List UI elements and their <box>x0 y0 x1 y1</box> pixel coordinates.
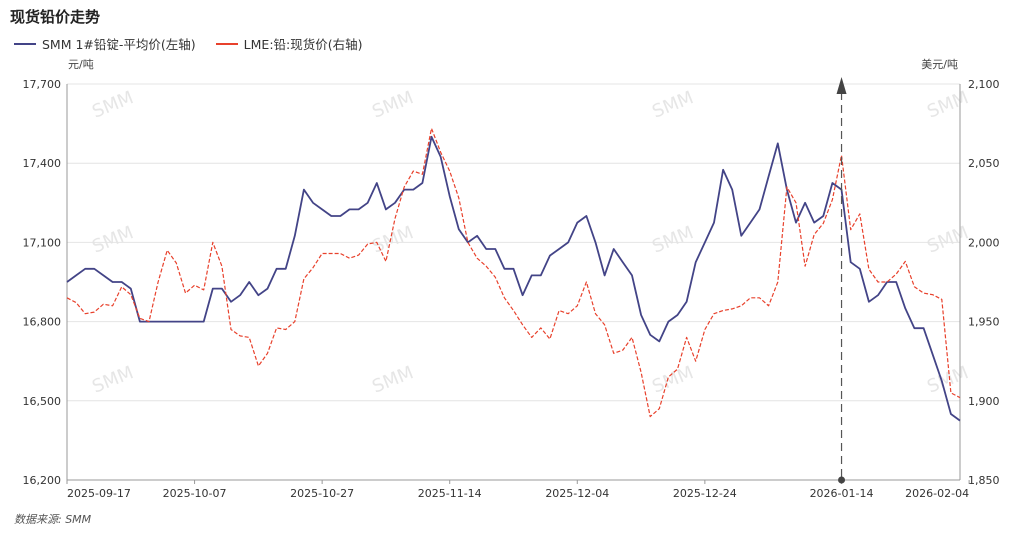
y-right-tick-label: 2,050 <box>968 157 1000 170</box>
watermark-3: SMM <box>924 87 971 122</box>
y-right-tick-label: 1,850 <box>968 474 1000 487</box>
y-right-tick-label: 2,000 <box>968 236 1000 249</box>
y-right-tick-label: 1,950 <box>968 316 1000 329</box>
legend-swatch-smm <box>14 42 36 45</box>
series-line-lme <box>66 127 961 418</box>
watermark-7: SMM <box>924 222 971 257</box>
y-right-tick-label: 1,900 <box>968 395 1000 408</box>
watermark-2: SMM <box>649 87 696 122</box>
watermark-8: SMM <box>89 362 136 397</box>
y-right-tick-label: 2,100 <box>968 78 1000 91</box>
legend-item-lme[interactable]: LME:铅:现货价(右轴) <box>215 34 363 53</box>
legend-swatch-lme <box>215 42 238 45</box>
marker-arrow-icon <box>836 77 847 94</box>
x-tick-label: 2025-09-17 <box>67 487 131 500</box>
chart-title: 现货铅价走势 <box>10 8 101 26</box>
legend-label-smm: SMM 1#铅锭-平均价(左轴) <box>42 37 196 52</box>
right-axis-unit: 美元/吨 <box>921 58 958 71</box>
legend: SMM 1#铅锭-平均价(左轴) LME:铅:现货价(右轴) <box>14 34 363 53</box>
left-axis-unit: 元/吨 <box>68 58 94 71</box>
x-tick-label: 2026-01-14 <box>810 487 874 500</box>
watermark-4: SMM <box>89 222 136 257</box>
y-left-tick-label: 17,700 <box>23 78 62 91</box>
watermark-6: SMM <box>649 222 696 257</box>
marker-dot <box>838 476 846 484</box>
y-left-tick-label: 17,400 <box>23 157 62 170</box>
x-tick-label: 2025-12-04 <box>545 487 609 500</box>
y-left-tick-label: 16,200 <box>23 474 62 487</box>
y-left-tick-label: 16,800 <box>23 316 62 329</box>
x-tick-label: 2026-02-04 <box>905 487 969 500</box>
x-tick-label: 2025-11-14 <box>418 487 482 500</box>
y-left-tick-label: 16,500 <box>23 395 62 408</box>
series-line-smm <box>66 135 961 422</box>
x-tick-label: 2025-10-27 <box>290 487 354 500</box>
x-tick-label: 2025-10-07 <box>163 487 227 500</box>
watermark-0: SMM <box>89 87 136 122</box>
legend-label-lme: LME:铅:现货价(右轴) <box>243 37 363 52</box>
data-source: 数据来源: SMM <box>14 513 92 526</box>
x-tick-label: 2025-12-24 <box>673 487 737 500</box>
watermark-9: SMM <box>369 362 416 397</box>
y-left-tick-label: 17,100 <box>23 236 62 249</box>
legend-item-smm[interactable]: SMM 1#铅锭-平均价(左轴) <box>14 34 196 53</box>
watermark-1: SMM <box>369 87 416 122</box>
watermark-10: SMM <box>649 362 696 397</box>
